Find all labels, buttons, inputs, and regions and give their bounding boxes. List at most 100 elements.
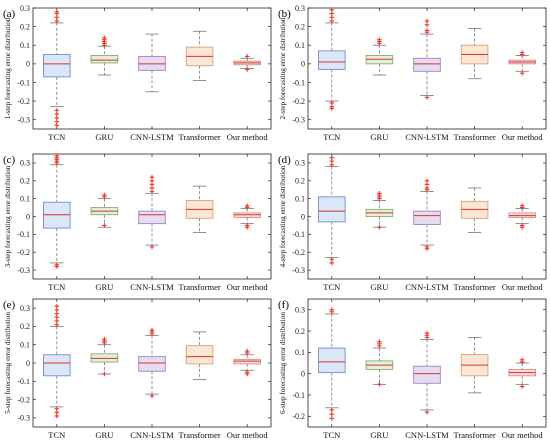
y-tick-label: 0	[301, 212, 305, 221]
box-cnn-lstm	[138, 327, 166, 399]
box-tcn	[43, 9, 71, 128]
panel-label: (a)	[3, 8, 16, 20]
x-tick-label: CNN-LSTM	[130, 282, 174, 292]
box-gru	[90, 35, 119, 76]
panel-label: (f)	[278, 299, 289, 311]
iqr-box	[43, 354, 71, 377]
y-tick-label: -0.1	[17, 230, 30, 239]
x-tick-label: CNN-LSTM	[130, 430, 174, 440]
y-tick-label: 0.1	[20, 341, 30, 350]
y-tick-label: 0.3	[20, 304, 30, 313]
iqr-box	[318, 50, 346, 70]
y-tick-label: 0.2	[295, 177, 305, 186]
box-cnn-lstm	[413, 330, 441, 415]
x-tick-label: Our method	[227, 430, 269, 440]
chart-panel-4: -0.3 -0.2 -0.1 0 0.1 0.2 0.3 TCN GRU CNN-LSTM Tran…	[278, 153, 547, 292]
y-tick-label: 0.1	[20, 41, 30, 50]
box-gru	[90, 192, 119, 228]
iqr-box	[90, 55, 119, 64]
y-tick-label: -0.3	[17, 266, 30, 275]
box-transformer	[460, 187, 489, 233]
iqr-box	[413, 210, 441, 225]
y-tick-label: -0.2	[17, 248, 30, 257]
box-gru	[365, 339, 394, 387]
box-transformer	[185, 30, 214, 81]
x-tick-label: Transformer	[179, 430, 221, 440]
x-tick-label: TCN	[323, 132, 340, 142]
panel-label: (d)	[278, 154, 291, 166]
x-tick-label: TCN	[48, 132, 65, 142]
y-tick-label: 0.2	[20, 177, 30, 186]
box-transformer	[185, 185, 214, 233]
x-tick-label: CNN-LSTM	[130, 132, 174, 142]
x-tick-label: Transformer	[179, 282, 221, 292]
box-our-method	[233, 54, 261, 72]
x-tick-label: GRU	[370, 132, 388, 142]
x-tick-label: Transformer	[454, 430, 496, 440]
x-tick-label: Transformer	[454, 282, 496, 292]
chart-panel-2: -0.3 -0.2 -0.1 0 0.1 0.2 0.3 TCN GRU CNN-LSTM Tran…	[278, 4, 547, 142]
x-tick-label: TCN	[48, 430, 65, 440]
x-tick-label: Our method	[502, 430, 544, 440]
box-gru	[90, 336, 119, 377]
chart-panel-6: -0.2 -0.1 0 0.1 0.2 0.3 TCN GRU CNN-LSTM Transfor…	[278, 298, 547, 440]
box-our-method	[508, 357, 536, 389]
box-cnn-lstm	[413, 18, 441, 100]
box-transformer	[460, 28, 489, 80]
y-tick-label: 0.2	[20, 322, 30, 331]
x-tick-label: CNN-LSTM	[405, 282, 449, 292]
x-tick-label: Our method	[227, 132, 269, 142]
x-tick-label: GRU	[370, 282, 388, 292]
x-tick-label: GRU	[95, 430, 113, 440]
y-tick-label: 0.1	[295, 41, 305, 50]
x-tick-label: TCN	[48, 282, 65, 292]
iqr-box	[138, 356, 166, 372]
y-tick-label: 0.3	[295, 159, 305, 168]
box-cnn-lstm	[138, 174, 166, 250]
y-axis-label: 3-step forecasting error distribution	[4, 165, 12, 267]
box-our-method	[233, 348, 261, 377]
x-tick-label: Our method	[502, 282, 544, 292]
y-tick-label: -0.3	[17, 414, 30, 423]
y-axis-label: 1-step forecasting error distribution	[4, 17, 12, 119]
y-axis-label: 2-step forecasting error distribution	[279, 17, 287, 119]
x-tick-label: GRU	[370, 430, 388, 440]
box-our-method	[508, 203, 536, 230]
y-tick-label: 0.3	[295, 305, 305, 314]
y-tick-label: 0	[301, 369, 305, 378]
iqr-box	[43, 54, 71, 78]
y-tick-label: -0.1	[292, 230, 305, 239]
box-tcn	[43, 153, 71, 269]
x-tick-label: Transformer	[454, 132, 496, 142]
y-tick-label: 0	[301, 60, 305, 69]
iqr-box	[318, 347, 346, 374]
panel-label: (b)	[278, 8, 291, 20]
box-cnn-lstm	[413, 178, 441, 251]
y-tick-label: -0.3	[17, 115, 30, 124]
box-our-method	[233, 203, 261, 230]
y-axis-label: 6-step forecasting error distribution	[279, 312, 287, 414]
y-tick-label: -0.1	[17, 78, 30, 87]
x-tick-label: TCN	[323, 430, 340, 440]
y-tick-label: 0	[26, 60, 30, 69]
panel-label: (c)	[3, 154, 16, 166]
box-transformer	[185, 331, 214, 380]
y-tick-label: 0.3	[20, 159, 30, 168]
y-tick-label: 0.2	[295, 22, 305, 31]
x-tick-label: TCN	[323, 282, 340, 292]
y-tick-label: 0.2	[295, 327, 305, 336]
box-tcn	[43, 304, 71, 419]
y-tick-label: -0.1	[17, 377, 30, 386]
box-tcn	[318, 7, 346, 111]
box-tcn	[318, 307, 346, 421]
y-tick-label: -0.2	[292, 97, 305, 106]
x-tick-label: GRU	[95, 282, 113, 292]
box-our-method	[508, 50, 536, 76]
x-tick-label: CNN-LSTM	[405, 430, 449, 440]
panel-label: (e)	[3, 299, 16, 311]
iqr-box	[413, 57, 441, 72]
x-tick-label: Transformer	[179, 132, 221, 142]
iqr-box	[185, 345, 214, 365]
y-tick-label: 0.3	[20, 4, 30, 13]
